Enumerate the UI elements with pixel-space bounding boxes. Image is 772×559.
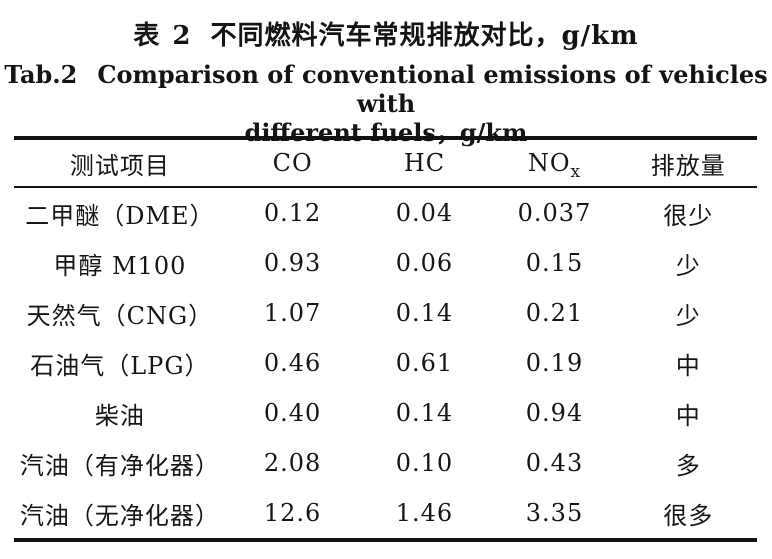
cell-co: 0.40 [263,399,322,427]
nox-main: NO [527,149,571,177]
emissions-table: 测试项目 CO HC NOx 排放量 二甲醚（DME） 0.12 0.04 0.… [14,136,757,542]
cell-co: 0.46 [263,349,322,377]
caption-en-text-line1: Comparison of conventional emissions of … [97,60,768,118]
cell-nox: 0.43 [525,449,584,477]
cell-co: 12.6 [263,499,322,527]
cell-item: 柴油 [94,401,145,430]
cell-co: 0.93 [263,249,322,277]
table-row: 柴油 0.40 0.14 0.94 中 [14,388,757,438]
cell-level: 多 [675,451,701,480]
caption-en-line1: Tab.2 Comparison of conventional emission… [0,60,772,118]
cell-nox: 0.21 [525,299,584,327]
column-header-item: 测试项目 [14,138,226,188]
cell-co: 0.12 [263,199,322,227]
cell-hc: 0.04 [395,199,454,227]
table-row: 汽油（无净化器） 12.6 1.46 3.35 很多 [14,488,757,540]
table-row: 天然气（CNG） 1.07 0.14 0.21 少 [14,288,757,338]
caption-zh-text: 不同燃料汽车常规排放对比，g/km [210,21,639,51]
cell-level: 少 [675,251,701,280]
table-caption-zh: 表 2 不同燃料汽车常规排放对比，g/km [0,0,772,52]
table-row: 二甲醚（DME） 0.12 0.04 0.037 很少 [14,187,757,238]
cell-co: 2.08 [263,449,322,477]
table-header-row: 测试项目 CO HC NOx 排放量 [14,138,757,188]
table-row: 石油气（LPG） 0.46 0.61 0.19 中 [14,338,757,388]
cell-level: 很多 [663,501,714,530]
cell-item: 石油气（LPG） [30,351,210,380]
cell-level: 少 [675,301,701,330]
column-header-level: 排放量 [619,138,757,188]
table-row: 甲醇 M100 0.93 0.06 0.15 少 [14,238,757,288]
cell-nox: 0.037 [517,199,592,227]
table-row: 汽油（有净化器） 2.08 0.10 0.43 多 [14,438,757,488]
cell-nox: 3.35 [525,499,584,527]
cell-hc: 0.14 [395,399,454,427]
cell-hc: 0.10 [395,449,454,477]
column-header-hc: HC [359,138,490,188]
cell-hc: 0.06 [395,249,454,277]
cell-co: 1.07 [263,299,322,327]
cell-hc: 1.46 [395,499,454,527]
nox-subscript: x [570,161,582,182]
column-header-co: CO [225,138,360,188]
cell-nox: 0.19 [525,349,584,377]
column-header-nox: NOx [489,138,620,188]
caption-zh-label: 表 2 [133,21,193,51]
cell-level: 很少 [663,201,714,230]
cell-nox: 0.94 [525,399,584,427]
cell-item: 天然气（CNG） [26,301,214,330]
cell-item: 甲醇 M100 [53,251,187,280]
table-caption-en: Tab.2 Comparison of conventional emission… [0,60,772,147]
cell-item: 汽油（无净化器） [19,501,220,530]
cell-level: 中 [675,351,701,380]
cell-item: 二甲醚（DME） [25,201,215,230]
cell-item: 汽油（有净化器） [19,451,220,480]
cell-level: 中 [675,401,701,430]
caption-en-label: Tab.2 [4,60,78,89]
cell-nox: 0.15 [525,249,584,277]
cell-hc: 0.14 [395,299,454,327]
cell-hc: 0.61 [395,349,454,377]
